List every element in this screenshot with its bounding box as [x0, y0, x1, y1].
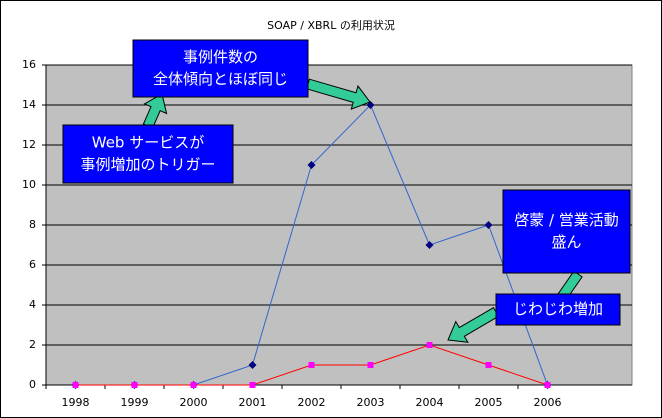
marker — [249, 382, 256, 388]
annotation-text: Web サービスが — [92, 134, 204, 152]
y-tick-label: 6 — [29, 258, 36, 271]
y-tick-label: 10 — [22, 178, 36, 191]
annotation-box — [62, 124, 234, 184]
x-tick-label: 2003 — [357, 396, 385, 409]
marker — [484, 221, 493, 229]
annotation-arrow — [447, 306, 500, 343]
y-tick-label: 12 — [22, 138, 36, 151]
x-tick-label: 2002 — [298, 396, 326, 409]
marker — [248, 361, 257, 369]
marker — [426, 342, 433, 348]
annotation-text: 事例件数の — [183, 48, 258, 66]
annotation-arrow — [142, 93, 168, 129]
annotation-box — [502, 189, 631, 274]
marker — [308, 362, 315, 368]
x-tick-label: 1998 — [62, 396, 90, 409]
marker — [190, 382, 197, 388]
marker — [367, 362, 374, 368]
annotation-box — [132, 39, 309, 98]
x-tick-label: 2000 — [180, 396, 208, 409]
annotation-arrow — [305, 78, 371, 110]
y-tick-label: 2 — [29, 338, 36, 351]
x-tick-label: 1999 — [121, 396, 149, 409]
marker — [425, 241, 434, 249]
marker — [544, 382, 551, 388]
x-tick-label: 2001 — [239, 396, 267, 409]
y-tick-label: 16 — [22, 58, 36, 71]
annotation-text: 啓蒙 / 営業活動 — [514, 211, 619, 229]
chart-title: SOAP / XBRL の利用状況 — [267, 18, 395, 32]
x-tick-label: 2005 — [475, 396, 503, 409]
marker — [131, 382, 138, 388]
marker — [485, 362, 492, 368]
y-tick-label: 8 — [29, 218, 36, 231]
annotation-box — [495, 293, 621, 326]
annotation-text: じわじわ増加 — [513, 300, 603, 318]
x-tick-label: 2004 — [416, 396, 444, 409]
y-tick-label: 4 — [29, 298, 36, 311]
annotation-text: 全体傾向とほぼ同じ — [153, 70, 288, 88]
x-tick-label: 2006 — [534, 396, 562, 409]
y-tick-label: 0 — [29, 378, 36, 391]
marker — [72, 382, 79, 388]
y-tick-label: 14 — [22, 98, 36, 111]
annotation-text: 事例増加のトリガー — [80, 156, 215, 174]
marker — [307, 161, 316, 169]
annotation-text: 盛ん — [551, 233, 581, 251]
